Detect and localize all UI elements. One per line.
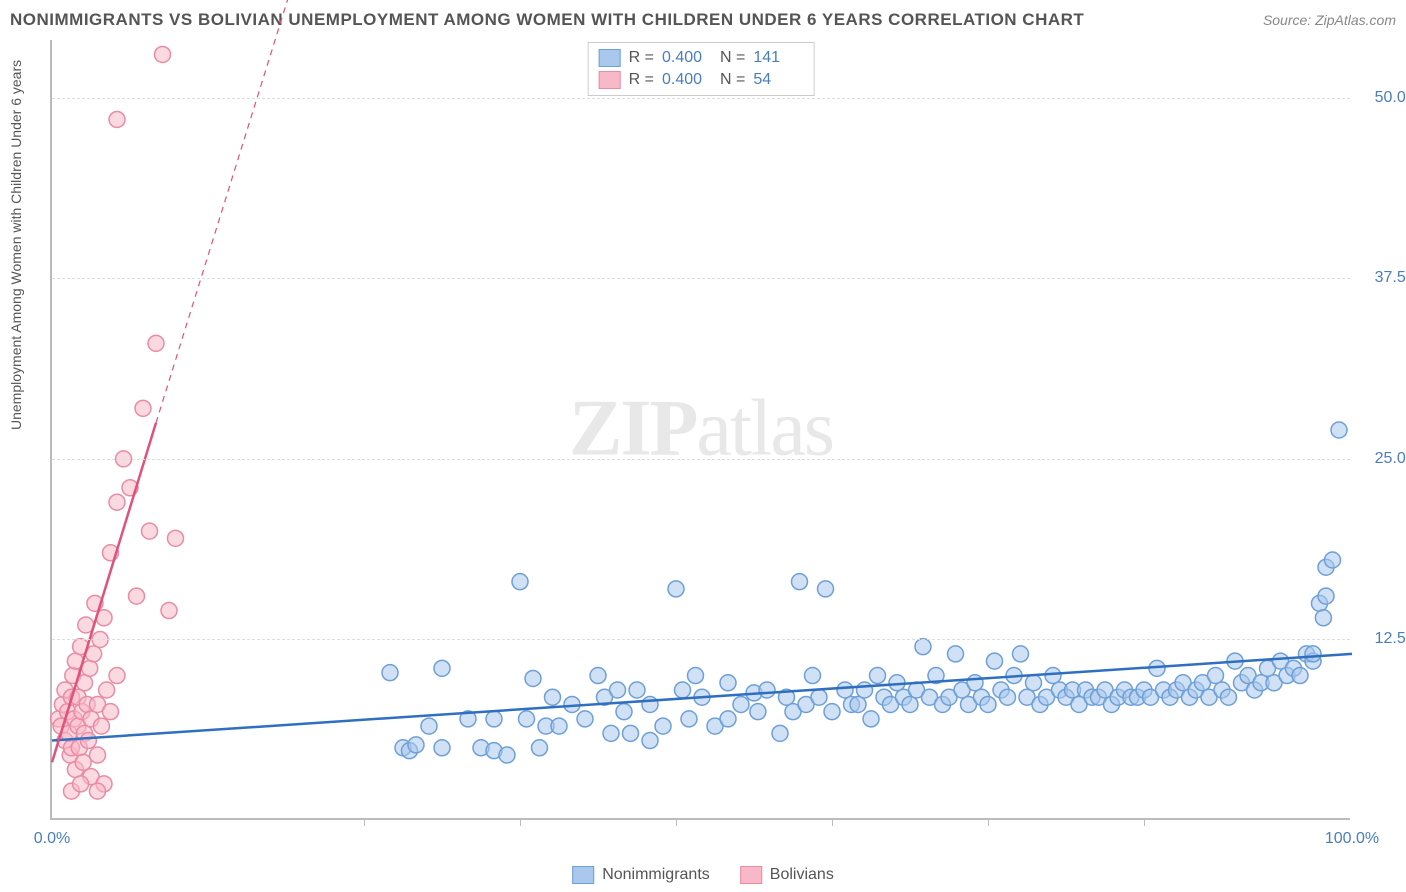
- legend-stats-row: R =0.400 N =141: [599, 47, 804, 69]
- legend-label-nonimmigrants: Nonimmigrants: [602, 866, 710, 884]
- source-label: Source: ZipAtlas.com: [1263, 12, 1396, 28]
- y-axis-label: Unemployment Among Women with Children U…: [8, 60, 24, 430]
- plot-svg: [52, 40, 1350, 818]
- legend-item-bolivians: Bolivians: [740, 866, 834, 884]
- gridline: [52, 459, 1350, 460]
- xtick: [832, 818, 833, 826]
- gridline: [52, 278, 1350, 279]
- chart-title: NONIMMIGRANTS VS BOLIVIAN UNEMPLOYMENT A…: [10, 10, 1084, 30]
- xtick: [676, 818, 677, 826]
- legend-item-nonimmigrants: Nonimmigrants: [572, 866, 710, 884]
- chart-area: ZIPatlas R =0.400 N =141 R =0.400 N =54 …: [50, 40, 1350, 820]
- gridline: [52, 98, 1350, 99]
- ytick-label: 50.0%: [1360, 89, 1406, 107]
- xtick-label-right: 100.0%: [1325, 830, 1379, 848]
- xtick: [364, 818, 365, 826]
- ytick-label: 12.5%: [1360, 630, 1406, 648]
- xtick-label-left: 0.0%: [34, 830, 70, 848]
- legend-stats: R =0.400 N =141 R =0.400 N =54: [588, 42, 815, 96]
- swatch-bolivians: [740, 866, 762, 884]
- ytick-label: 25.0%: [1360, 450, 1406, 468]
- xtick: [988, 818, 989, 826]
- legend-stats-row: R =0.400 N =54: [599, 69, 804, 91]
- swatch-nonimmigrants: [572, 866, 594, 884]
- xtick: [520, 818, 521, 826]
- legend-series: Nonimmigrants Bolivians: [572, 866, 834, 884]
- ytick-label: 37.5%: [1360, 269, 1406, 287]
- legend-label-bolivians: Bolivians: [770, 866, 834, 884]
- header: NONIMMIGRANTS VS BOLIVIAN UNEMPLOYMENT A…: [0, 0, 1406, 40]
- gridline: [52, 639, 1350, 640]
- xtick: [1144, 818, 1145, 826]
